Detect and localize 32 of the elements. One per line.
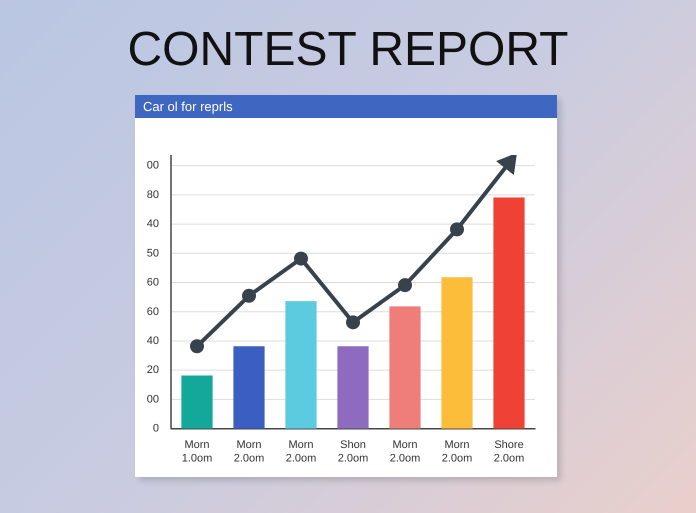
chart-title: CONTEST REPORT: [126, 22, 570, 77]
bar: [337, 346, 369, 429]
bar: [441, 277, 473, 429]
chart-subtitle: Car ol for reprls: [135, 95, 557, 118]
point: [294, 252, 308, 266]
point: [346, 315, 360, 330]
text: 00: [146, 160, 159, 172]
bar: [181, 375, 213, 429]
bar: [285, 301, 317, 429]
text: 60: [146, 306, 159, 318]
x-tick-label: Morn 2.0om: [234, 439, 264, 464]
point: [242, 288, 256, 303]
text: 40: [146, 218, 159, 230]
point: [398, 278, 412, 292]
x-tick-label: Morn 1.0om: [182, 439, 212, 464]
text: 50: [146, 247, 159, 260]
x-tick-label: Morn 2.0om: [286, 439, 316, 464]
x-tick-label: Shore 2.0om: [494, 439, 524, 464]
point: [190, 339, 204, 354]
x-tick-label: Shon 2.0om: [338, 439, 368, 464]
text: 20: [146, 364, 159, 376]
bar: [493, 198, 525, 429]
text: 60: [146, 276, 159, 289]
bar: [389, 306, 421, 429]
text: 40: [146, 334, 159, 347]
x-tick-label: Morn 2.0om: [442, 439, 472, 464]
point: [450, 222, 464, 236]
x-tick-label: Morn 2.0om: [390, 439, 420, 464]
text: 00: [146, 393, 159, 406]
text: 0: [152, 422, 159, 435]
bar: [233, 346, 265, 429]
text: 80: [146, 188, 159, 201]
